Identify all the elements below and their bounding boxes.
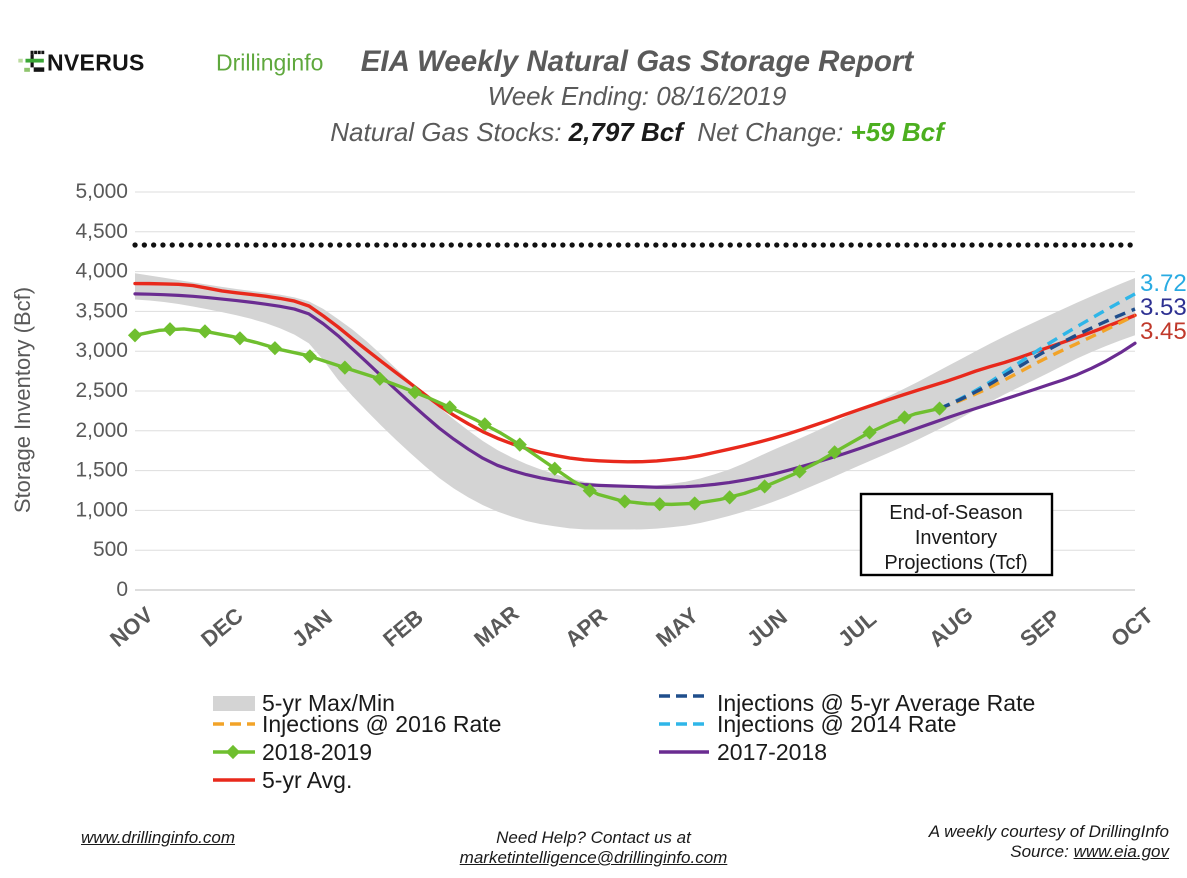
svg-text:2017-2018: 2017-2018: [717, 739, 827, 765]
svg-text:Injections @ 2016 Rate: Injections @ 2016 Rate: [262, 711, 501, 737]
svg-text:5-yr Avg.: 5-yr Avg.: [262, 767, 352, 793]
svg-text:2018-2019: 2018-2019: [262, 739, 372, 765]
svg-text:Injections @ 2014 Rate: Injections @ 2014 Rate: [717, 711, 956, 737]
